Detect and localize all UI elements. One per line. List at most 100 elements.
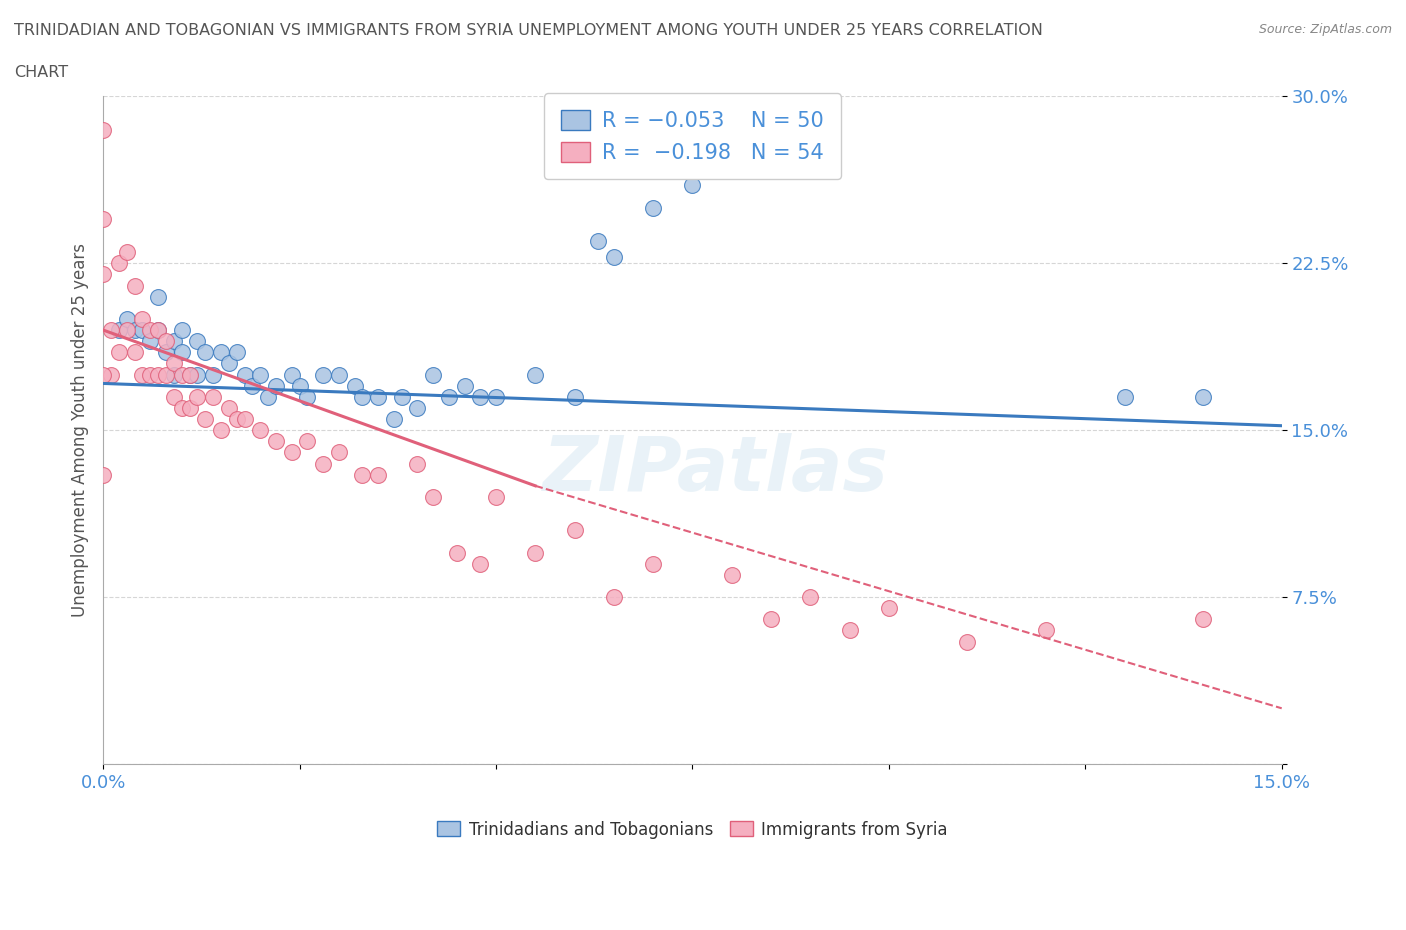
Point	[155, 334, 177, 349]
Point	[170, 367, 193, 382]
Point	[681, 178, 703, 193]
Point	[352, 390, 374, 405]
Point	[218, 356, 240, 371]
Point	[186, 367, 208, 382]
Point	[91, 123, 114, 138]
Point	[179, 401, 201, 416]
Point	[233, 367, 256, 382]
Point	[139, 323, 162, 338]
Point	[470, 390, 492, 405]
Point	[146, 323, 169, 338]
Text: Source: ZipAtlas.com: Source: ZipAtlas.com	[1258, 23, 1392, 36]
Point	[100, 323, 122, 338]
Point	[146, 367, 169, 382]
Point	[186, 390, 208, 405]
Point	[139, 367, 162, 382]
Point	[1114, 390, 1136, 405]
Point	[155, 367, 177, 382]
Point	[179, 367, 201, 382]
Point	[524, 545, 547, 560]
Point	[343, 379, 366, 393]
Point	[131, 323, 153, 338]
Point	[799, 590, 821, 604]
Point	[170, 401, 193, 416]
Point	[280, 445, 302, 459]
Y-axis label: Unemployment Among Youth under 25 years: Unemployment Among Youth under 25 years	[72, 243, 89, 618]
Point	[453, 379, 475, 393]
Point	[470, 556, 492, 571]
Point	[179, 367, 201, 382]
Point	[406, 401, 429, 416]
Point	[643, 556, 665, 571]
Point	[209, 345, 232, 360]
Point	[382, 412, 405, 427]
Point	[759, 612, 782, 627]
Point	[288, 379, 311, 393]
Point	[264, 434, 287, 449]
Point	[328, 445, 350, 459]
Point	[1192, 390, 1215, 405]
Point	[233, 412, 256, 427]
Point	[91, 467, 114, 482]
Point	[163, 390, 186, 405]
Point	[115, 245, 138, 259]
Point	[163, 334, 186, 349]
Point	[202, 390, 225, 405]
Point	[170, 323, 193, 338]
Point	[131, 367, 153, 382]
Point	[249, 367, 271, 382]
Point	[524, 367, 547, 382]
Point	[297, 434, 319, 449]
Point	[1192, 612, 1215, 627]
Point	[100, 367, 122, 382]
Point	[186, 334, 208, 349]
Point	[194, 345, 217, 360]
Point	[838, 623, 860, 638]
Point	[586, 233, 609, 248]
Point	[720, 155, 742, 170]
Point	[242, 379, 264, 393]
Point	[297, 390, 319, 405]
Point	[249, 423, 271, 438]
Point	[643, 200, 665, 215]
Point	[202, 367, 225, 382]
Point	[877, 601, 900, 616]
Point	[108, 345, 131, 360]
Point	[485, 489, 508, 504]
Point	[603, 249, 626, 264]
Point	[225, 412, 247, 427]
Point	[124, 345, 146, 360]
Point	[564, 390, 586, 405]
Point	[124, 278, 146, 293]
Point	[131, 312, 153, 326]
Point	[155, 345, 177, 360]
Point	[163, 356, 186, 371]
Point	[280, 367, 302, 382]
Legend: Trinidadians and Tobagonians, Immigrants from Syria: Trinidadians and Tobagonians, Immigrants…	[429, 812, 956, 847]
Point	[446, 545, 468, 560]
Point	[328, 367, 350, 382]
Point	[108, 256, 131, 271]
Point	[352, 467, 374, 482]
Point	[367, 467, 389, 482]
Point	[422, 489, 444, 504]
Point	[312, 456, 335, 471]
Point	[437, 390, 460, 405]
Text: ZIPatlas: ZIPatlas	[543, 433, 889, 507]
Point	[146, 289, 169, 304]
Point	[209, 423, 232, 438]
Point	[91, 267, 114, 282]
Point	[406, 456, 429, 471]
Point	[91, 367, 114, 382]
Point	[124, 323, 146, 338]
Point	[257, 390, 280, 405]
Point	[170, 345, 193, 360]
Point	[564, 523, 586, 538]
Point	[720, 567, 742, 582]
Point	[91, 211, 114, 226]
Point	[1035, 623, 1057, 638]
Point	[115, 323, 138, 338]
Point	[422, 367, 444, 382]
Point	[194, 412, 217, 427]
Point	[115, 312, 138, 326]
